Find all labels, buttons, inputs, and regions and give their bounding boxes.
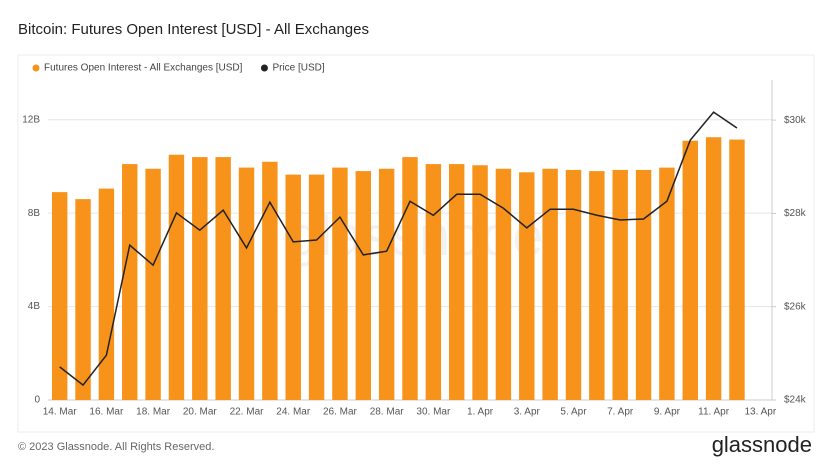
chart-title: Bitcoin: Futures Open Interest [USD] - A… <box>18 21 369 38</box>
x-tick-label: 24. Mar <box>276 407 311 418</box>
y-tick-label: 0 <box>34 395 40 406</box>
x-tick-label: 14. Mar <box>43 407 78 418</box>
x-tick-label: 18. Mar <box>136 407 171 418</box>
legend-label: Price [USD] <box>272 63 324 74</box>
bar <box>308 174 325 400</box>
legend-marker <box>260 64 268 72</box>
y-tick-label: 8B <box>28 208 41 219</box>
legend-marker <box>32 64 40 72</box>
x-tick-label: 9. Apr <box>654 407 681 418</box>
chart-frame <box>17 54 815 433</box>
bar <box>495 168 512 400</box>
bar <box>378 168 395 400</box>
bar <box>168 154 185 400</box>
copyright: © 2023 Glassnode. All Rights Reserved. <box>18 441 214 453</box>
bar <box>145 168 161 400</box>
bar <box>215 157 231 400</box>
bar <box>519 172 535 400</box>
y2-tick-label: $30k <box>784 115 807 126</box>
x-tick-label: 28. Mar <box>370 407 405 418</box>
bar <box>332 167 348 400</box>
y2-tick-label: $24k <box>784 395 807 406</box>
legend-label: Futures Open Interest - All Exchanges [U… <box>44 63 243 74</box>
bar <box>262 161 278 400</box>
y-tick-label: 4B <box>28 301 41 312</box>
bar <box>612 169 628 400</box>
bar <box>729 139 745 400</box>
bar <box>355 171 371 400</box>
bar <box>659 167 675 400</box>
y-tick-label: 12B <box>22 114 40 125</box>
price-line <box>59 111 738 387</box>
y2-tick-label: $26k <box>784 301 807 312</box>
bar <box>75 199 91 400</box>
bar <box>589 171 605 400</box>
x-tick-label: 26. Mar <box>323 407 358 418</box>
x-tick-label: 22. Mar <box>230 407 265 418</box>
x-tick-label: 1. Apr <box>467 407 494 418</box>
x-tick-label: 16. Mar <box>89 407 124 418</box>
bar <box>449 164 465 400</box>
bar <box>122 164 138 400</box>
bar <box>192 157 208 400</box>
bar <box>51 192 68 400</box>
bar <box>705 137 722 401</box>
logo: glassnode <box>712 432 812 457</box>
bar <box>542 168 558 400</box>
bar <box>472 165 488 400</box>
bar <box>565 169 582 400</box>
x-tick-label: 11. Apr <box>698 407 730 418</box>
bar <box>682 140 698 400</box>
x-tick-label: 20. Mar <box>183 407 218 418</box>
x-tick-label: 3. Apr <box>514 407 541 418</box>
y2-tick-label: $28k <box>784 208 807 219</box>
bar <box>635 169 652 400</box>
x-tick-label: 7. Apr <box>607 407 634 418</box>
bar <box>98 188 115 400</box>
bar <box>425 164 442 400</box>
bar <box>238 167 255 400</box>
x-tick-label: 5. Apr <box>560 407 587 418</box>
x-tick-label: 13. Apr <box>744 407 776 418</box>
bar <box>285 174 301 400</box>
bar <box>402 157 418 400</box>
x-tick-label: 30. Mar <box>416 407 451 418</box>
